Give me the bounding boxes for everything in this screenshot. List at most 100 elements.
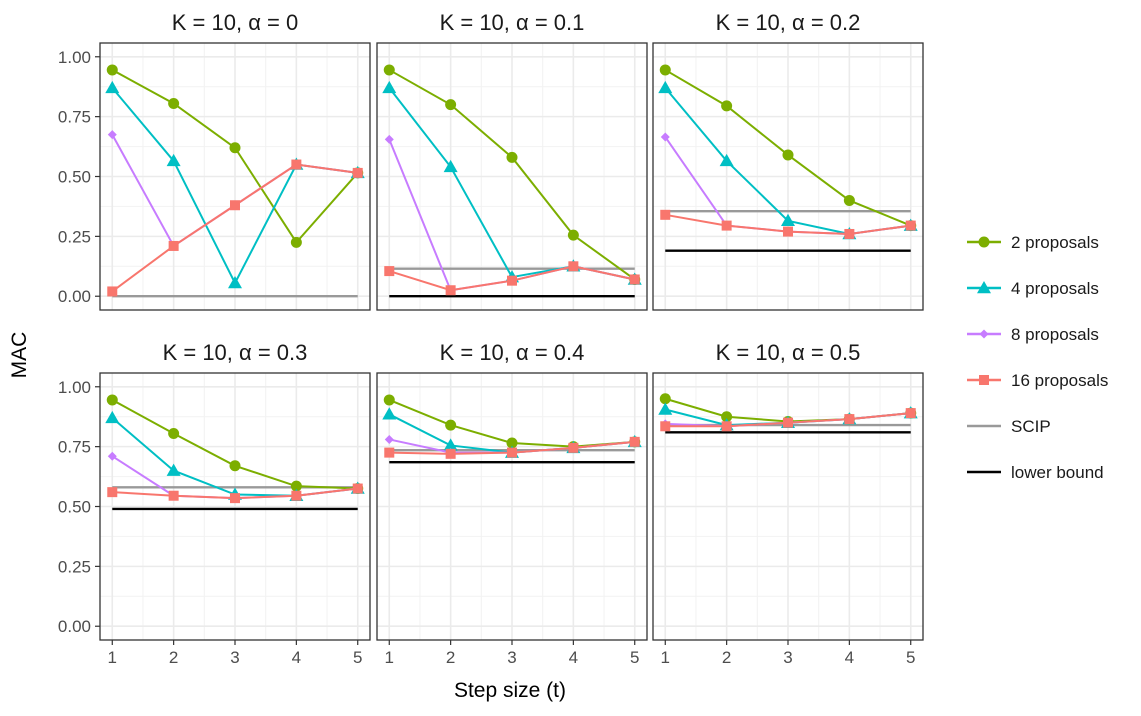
x-tick-label: 1 xyxy=(108,648,117,667)
data-point xyxy=(107,451,117,461)
data-point xyxy=(384,266,395,277)
x-axis-label: Step size (t) xyxy=(454,679,566,702)
facet-panel: K = 10, α = 0.4 1 2 3 4 5 xyxy=(376,340,648,667)
panel-title: K = 10, α = 0.1 xyxy=(440,10,585,35)
data-point xyxy=(844,414,855,425)
data-point xyxy=(384,434,394,444)
data-point xyxy=(659,393,671,405)
data-point xyxy=(229,460,241,472)
legend-item: 4 proposals xyxy=(967,279,1099,298)
data-point xyxy=(721,220,732,231)
data-point xyxy=(568,442,579,453)
data-point xyxy=(568,261,579,272)
x-tick-label: 5 xyxy=(906,648,915,667)
data-point xyxy=(658,402,673,415)
y-tick-label: 0.75 xyxy=(58,108,91,127)
data-point xyxy=(629,436,640,447)
data-point xyxy=(659,64,671,76)
data-point xyxy=(445,448,456,459)
data-point xyxy=(445,419,457,431)
legend-item: SCIP xyxy=(967,417,1051,436)
data-point xyxy=(782,149,794,161)
data-point xyxy=(107,130,117,140)
data-point xyxy=(383,394,395,406)
legend-key-marker xyxy=(977,281,991,294)
data-point xyxy=(106,394,118,406)
panel-title: K = 10, α = 0.3 xyxy=(163,340,308,365)
data-point xyxy=(166,153,181,167)
data-point xyxy=(229,142,241,154)
facet-panels: K = 10, α = 0 0.00 0.25 0.50 0.75 1.00 K = 10,… xyxy=(58,10,924,667)
data-point xyxy=(506,437,518,449)
y-tick-label: 1.00 xyxy=(58,378,91,397)
data-point xyxy=(783,417,793,428)
y-tick-label: 0.75 xyxy=(58,438,91,457)
data-point xyxy=(291,159,302,170)
legend-label: 8 proposals xyxy=(1011,325,1099,344)
facet-panel: K = 10, α = 0 0.00 0.25 0.50 0.75 1.00 xyxy=(58,10,371,311)
data-point xyxy=(905,220,916,231)
data-point xyxy=(290,236,302,248)
legend-label: 4 proposals xyxy=(1011,279,1099,298)
x-tick-label: 2 xyxy=(722,648,731,667)
x-tick-label: 2 xyxy=(446,648,455,667)
data-point xyxy=(719,153,734,167)
legend-label: lower bound xyxy=(1011,463,1104,482)
data-point xyxy=(166,463,181,476)
y-tick-label: 1.00 xyxy=(58,48,91,67)
legend-item: 8 proposals xyxy=(967,325,1099,344)
data-point xyxy=(106,64,118,76)
data-point xyxy=(781,213,795,227)
y-tick-label: 0.25 xyxy=(58,557,91,576)
data-point xyxy=(384,134,394,144)
data-point xyxy=(843,194,855,206)
x-tick-label: 5 xyxy=(630,648,639,667)
data-point xyxy=(506,151,518,163)
panel-title: K = 10, α = 0 xyxy=(172,10,298,35)
x-tick-label: 1 xyxy=(385,648,394,667)
data-point xyxy=(382,407,397,420)
data-point xyxy=(629,274,640,285)
y-axis-label: MAC xyxy=(8,332,31,379)
data-point xyxy=(105,410,120,424)
y-tick-label: 0.50 xyxy=(58,168,91,187)
y-tick-label: 0.00 xyxy=(58,287,91,306)
data-point xyxy=(168,490,179,501)
data-point xyxy=(352,483,363,494)
data-point xyxy=(230,200,240,211)
x-tick-label: 1 xyxy=(661,648,670,667)
facet-panel: K = 10, α = 0.3 0.00 0.25 0.50 0.75 1.00 1 2 3 4 5 xyxy=(58,340,371,667)
data-point xyxy=(291,490,302,501)
panel-border xyxy=(376,42,648,311)
x-tick-label: 4 xyxy=(292,648,301,667)
data-point xyxy=(783,226,793,237)
legend-label: 2 proposals xyxy=(1011,233,1099,252)
data-point xyxy=(228,276,242,289)
data-point xyxy=(660,421,671,432)
data-point xyxy=(352,167,363,178)
y-tick-label: 0.00 xyxy=(58,617,91,636)
data-point xyxy=(905,408,916,419)
data-point xyxy=(443,438,458,451)
data-point xyxy=(507,447,517,458)
data-point xyxy=(445,99,457,111)
data-point xyxy=(168,427,180,439)
data-point xyxy=(721,421,732,432)
x-tick-label: 2 xyxy=(169,648,178,667)
data-point xyxy=(107,487,118,498)
panel-title: K = 10, α = 0.2 xyxy=(716,10,861,35)
facet-panel: K = 10, α = 0.5 1 2 3 4 5 xyxy=(652,340,924,667)
legend-item: lower bound xyxy=(967,463,1104,482)
facet-panel: K = 10, α = 0.2 xyxy=(652,10,924,311)
data-point xyxy=(507,275,517,286)
data-point xyxy=(721,100,733,112)
data-point xyxy=(168,97,180,109)
y-tick-label: 0.50 xyxy=(58,498,91,517)
data-point xyxy=(290,480,302,492)
data-point xyxy=(567,229,579,241)
legend-label: SCIP xyxy=(1011,417,1051,436)
legend-item: 16 proposals xyxy=(967,371,1108,390)
panel-title: K = 10, α = 0.4 xyxy=(440,340,585,365)
data-point xyxy=(721,411,733,423)
